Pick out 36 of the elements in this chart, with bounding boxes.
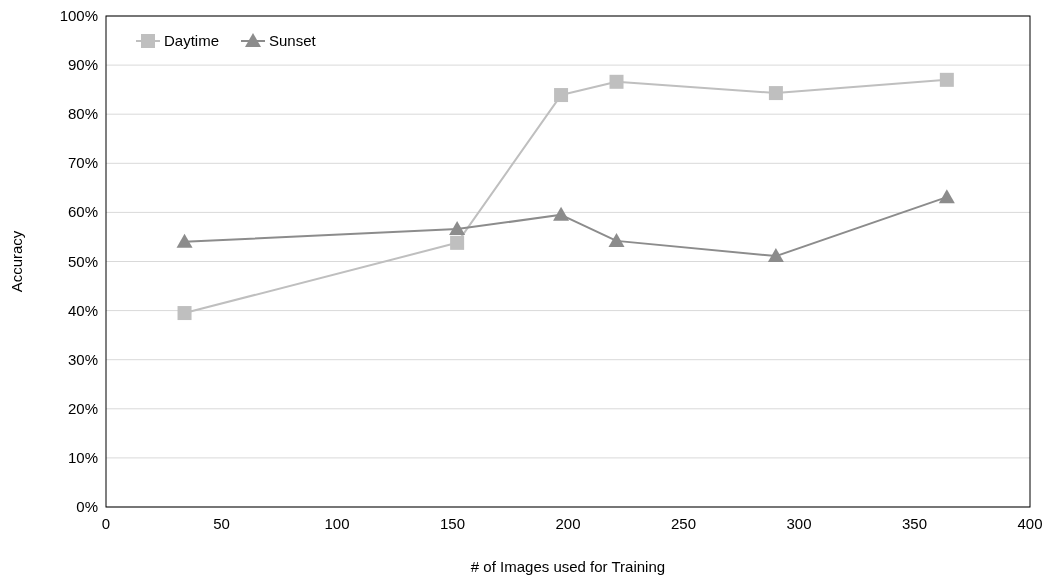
y-tick-label: 70% [67,154,98,172]
point [767,248,784,263]
y-tick-label: 100% [59,7,98,24]
y-tick-label: 20% [67,399,98,417]
y-tick-label: 40% [67,301,98,319]
x-tick-label: 350 [901,515,928,532]
point [449,221,466,236]
y-tick-label: 30% [67,350,98,368]
point [450,235,465,250]
x-tick-label: 100 [324,515,350,532]
x-tick-label: 250 [670,515,697,532]
legend-label: Sunset [269,32,317,49]
y-tick-label: 0% [76,498,98,515]
x-tick-label: 200 [555,515,581,532]
point [938,189,955,204]
y-axis-title: Accuracy [8,230,25,293]
x-tick-label: 50 [213,515,230,532]
point [553,206,570,221]
y-tick-label: 90% [67,56,98,74]
x-tick-label: 0 [101,515,111,532]
legend-label: Daytime [164,32,220,49]
y-tick-label: 60% [67,203,98,221]
x-tick-label: 400 [1017,515,1043,532]
x-axis-title: # of Images used for Training [470,558,666,575]
point [609,74,624,89]
point [608,232,625,247]
y-tick-label: 10% [67,448,98,466]
y-tick-label: 50% [67,252,98,270]
x-tick-label: 300 [786,515,812,532]
point [768,86,783,101]
y-tick-label: 80% [67,105,98,123]
x-tick-label: 150 [439,515,466,532]
point [177,306,192,321]
point [176,233,193,248]
point [554,88,569,103]
point [939,72,954,87]
